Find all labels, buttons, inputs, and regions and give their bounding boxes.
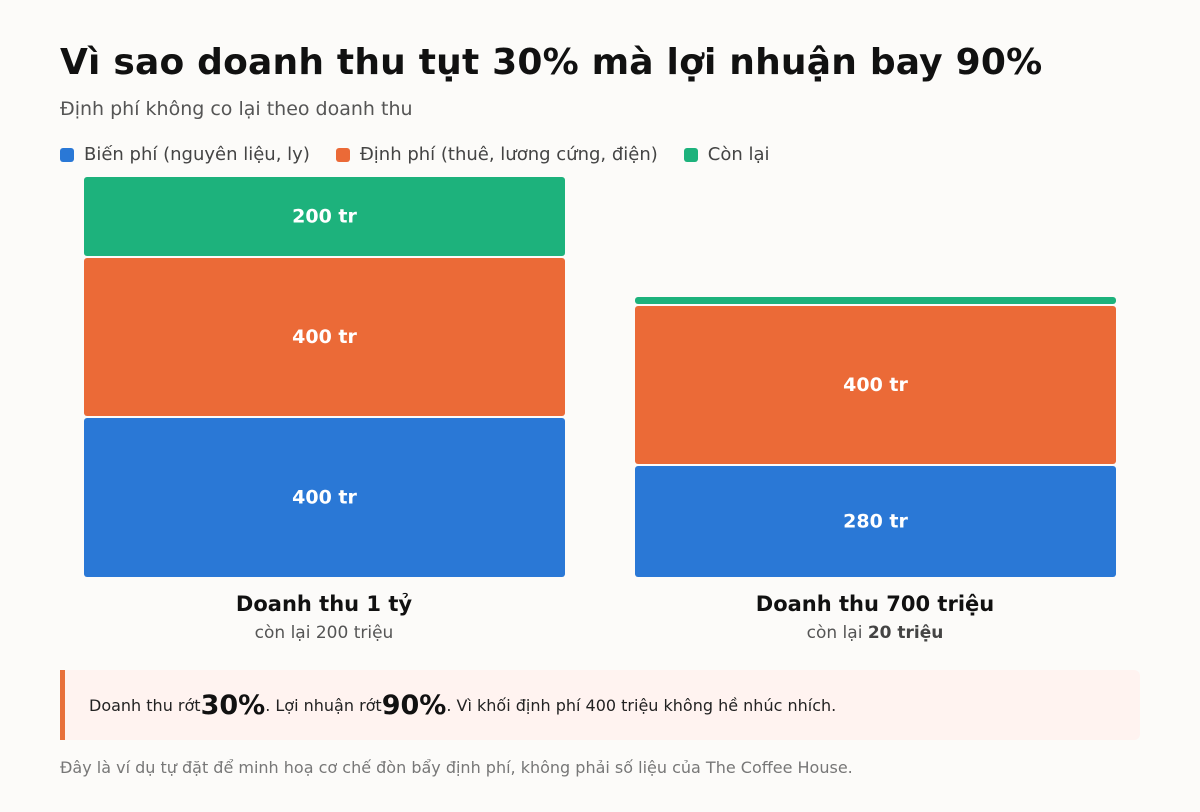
legend-label-variable-cost: Biến phí (nguyên liệu, ly) — [84, 144, 310, 165]
stacked-bar-chart: 400 tr 400 tr 200 tr 280 tr 400 tr — [84, 177, 1116, 577]
bar-segment — [635, 306, 1116, 464]
callout-profit-drop: 90% — [381, 689, 447, 721]
legend-swatch-remaining — [683, 147, 698, 162]
footnote: Đây là ví dụ tự đặt để minh hoạ cơ chế đ… — [60, 758, 853, 777]
legend-item-remaining: Còn lại — [683, 144, 770, 165]
callout-text-1: Doanh thu rớt — [89, 695, 201, 715]
legend: Biến phí (nguyên liệu, ly) Định phí (thu… — [60, 144, 796, 165]
remaining-prefix-1: còn lại — [254, 623, 316, 643]
category-remaining-1: còn lại 200 triệu — [84, 623, 564, 643]
remaining-value-1: 200 triệu — [315, 623, 394, 643]
bar-segment — [84, 177, 565, 256]
legend-swatch-variable-cost — [60, 147, 74, 162]
chart-subtitle: Định phí không co lại theo doanh thu — [60, 98, 413, 120]
legend-item-variable-cost: Biến phí (nguyên liệu, ly) — [60, 144, 310, 165]
chart-title: Vì sao doanh thu tụt 30% mà lợi nhuận ba… — [60, 42, 1043, 83]
bar-segment — [635, 466, 1116, 577]
bar-segment — [84, 418, 565, 577]
bar-segment — [635, 297, 1116, 304]
category-remaining-2: còn lại 20 triệu — [635, 623, 1115, 643]
bar-value-label: 400 tr — [292, 487, 357, 509]
bar-segment — [84, 258, 565, 416]
legend-label-fixed-cost: Định phí (thuê, lương cứng, điện) — [359, 144, 658, 165]
insight-callout: Doanh thu rớt 30% . Lợi nhuận rớt 90% . … — [60, 670, 1140, 740]
callout-text-3: . Vì khối định phí 400 triệu không hề nh… — [446, 695, 837, 715]
category-label-2: Doanh thu 700 triệu — [755, 592, 995, 616]
remaining-value-2: 20 triệu — [867, 623, 944, 643]
callout-text-2: . Lợi nhuận rớt — [265, 695, 382, 715]
legend-label-remaining: Còn lại — [707, 144, 770, 165]
bar-value-label: 400 tr — [843, 374, 908, 396]
bar-value-label: 400 tr — [292, 326, 357, 348]
remaining-prefix-2: còn lại — [806, 623, 868, 643]
category-label-1: Doanh thu 1 tỷ — [235, 592, 413, 616]
legend-item-fixed-cost: Định phí (thuê, lương cứng, điện) — [335, 144, 658, 165]
legend-swatch-fixed-cost — [335, 147, 350, 162]
bar-value-label: 200 tr — [292, 206, 357, 228]
callout-revenue-drop: 30% — [200, 689, 266, 721]
bar-value-label: 280 tr — [843, 511, 908, 533]
